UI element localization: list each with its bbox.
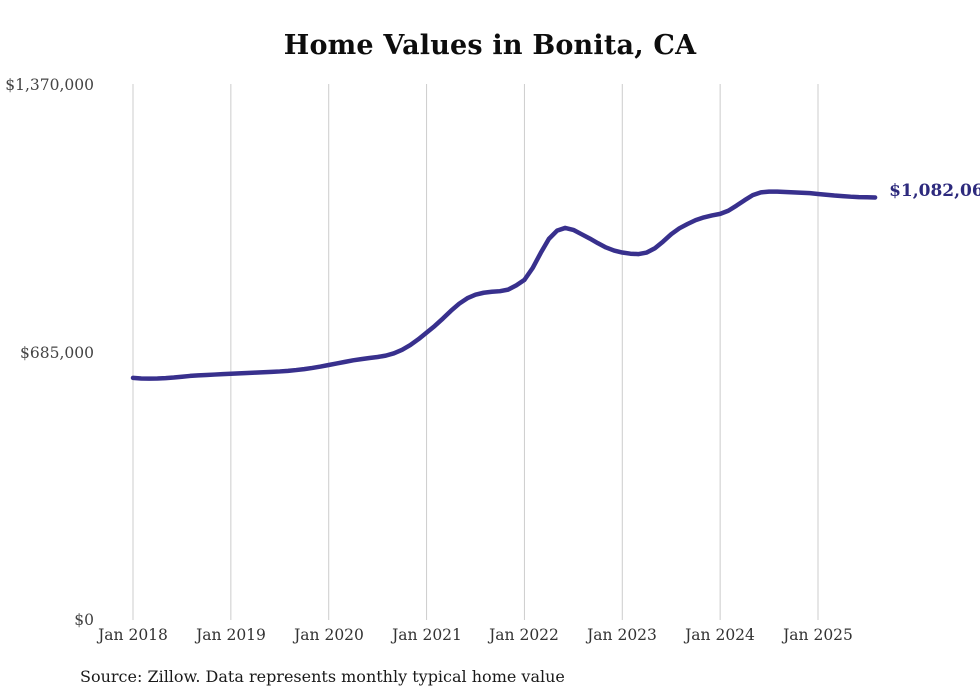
y-tick-label-max: $1,370,000 [5, 76, 94, 94]
y-tick-label-mid: $685,000 [20, 344, 94, 362]
x-tick-label-2021: Jan 2021 [392, 626, 462, 644]
x-tick-label-2025: Jan 2025 [783, 626, 853, 644]
x-tick-label-2019: Jan 2019 [196, 626, 266, 644]
chart-title: Home Values in Bonita, CA [283, 30, 697, 61]
source-note: Source: Zillow. Data represents monthly … [80, 667, 565, 686]
x-tick-label-2022: Jan 2022 [489, 626, 559, 644]
x-tick-label-2024: Jan 2024 [685, 626, 755, 644]
x-tick-label-2023: Jan 2023 [587, 626, 657, 644]
x-tick-label-2020: Jan 2020 [294, 626, 364, 644]
y-tick-label-zero: $0 [74, 611, 94, 629]
x-tick-label-2018: Jan 2018 [98, 626, 168, 644]
value-line [130, 189, 878, 381]
latest-value-label: $1,082,067 [889, 181, 980, 202]
